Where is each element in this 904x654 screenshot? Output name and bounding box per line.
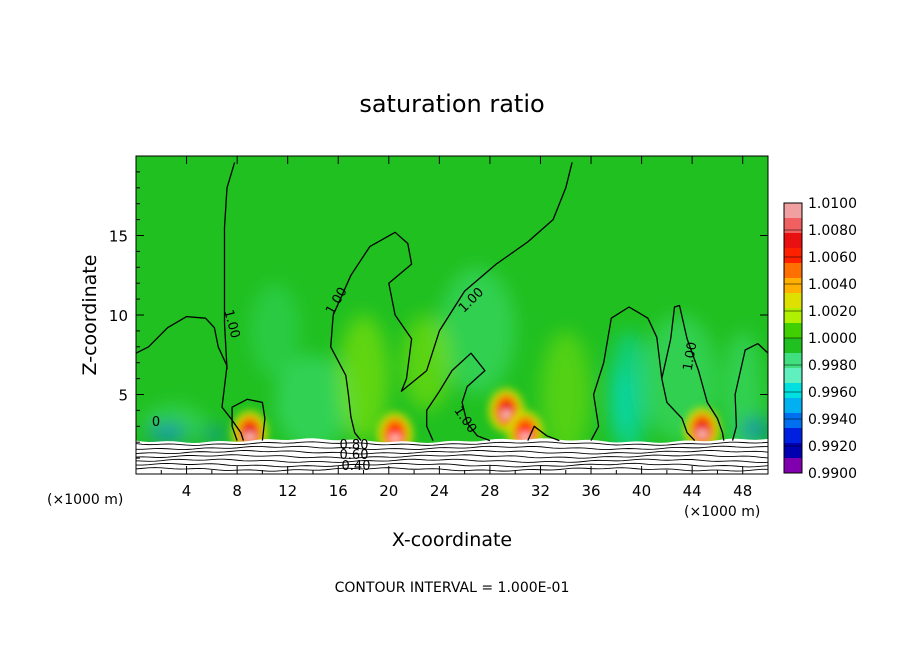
x-tick-label: 28 xyxy=(480,482,499,500)
contour-line xyxy=(231,398,266,441)
field-wash xyxy=(275,354,351,451)
colorbar-swatch xyxy=(784,248,802,264)
contour-line xyxy=(330,314,362,442)
field-wash xyxy=(740,416,768,443)
y-axis-label: Z-coordinate xyxy=(79,255,101,376)
terrain-contour xyxy=(136,449,768,455)
colorbar-tick-label: 1.0040 xyxy=(808,277,857,293)
colorbar-swatch xyxy=(784,368,802,384)
x-tick-label: 12 xyxy=(278,482,297,500)
colorbar-tick-label: 0.9960 xyxy=(808,385,857,401)
colorbar-swatch xyxy=(784,293,802,309)
colorbar-swatch xyxy=(784,338,802,354)
x-axis-ticks: 4 8 12 16 20 24 28 32 36 40 44 48 xyxy=(160,156,752,500)
y-tick-label: 10 xyxy=(109,307,128,325)
y-tick-label: 5 xyxy=(118,387,128,405)
x-tick-label: 36 xyxy=(581,482,600,500)
contour-line xyxy=(661,304,725,441)
y-tick-label: 15 xyxy=(109,228,128,246)
contour-label: 1.00 xyxy=(220,308,242,340)
x-tick-label: 48 xyxy=(733,482,752,500)
x-tick-label: 16 xyxy=(329,482,348,500)
contour-label: 0 xyxy=(152,415,160,430)
terrain-contour xyxy=(136,462,768,468)
terrain-contour xyxy=(136,441,768,446)
colorbar-swatch xyxy=(784,233,802,249)
contour-label: 1.00 xyxy=(681,341,701,372)
colorbar-swatch xyxy=(784,308,802,324)
colorbar-tick-label: 0.9920 xyxy=(808,439,857,455)
terrain-contour xyxy=(136,467,768,472)
terrain xyxy=(136,438,768,474)
terrain-contour xyxy=(136,454,768,459)
hot-spot xyxy=(684,407,721,452)
x-tick-label: 8 xyxy=(232,482,242,500)
x-tick-label: 4 xyxy=(182,482,192,500)
colorbar-swatch xyxy=(784,353,802,369)
field-wash xyxy=(439,267,516,395)
field-wash xyxy=(612,367,633,438)
x-tick-label: 40 xyxy=(632,482,651,500)
colorbar-tick-label: 1.0000 xyxy=(808,331,857,347)
contour-lines xyxy=(136,162,768,442)
x-unit-label-right: (×1000 m) xyxy=(684,504,760,520)
contour-line xyxy=(332,162,573,392)
x-unit-label: (×1000 m) xyxy=(47,492,123,508)
colorbar-tick-label: 0.9980 xyxy=(808,358,857,374)
field-wash xyxy=(147,423,188,443)
field-wash xyxy=(540,330,592,459)
colorbar: 1.0100 1.0080 1.0060 1.0040 1.0020 1.0000 0.99… xyxy=(783,196,857,482)
contour-label: 0.60 xyxy=(340,448,369,463)
colorbar-swatch xyxy=(784,263,802,279)
contour-line xyxy=(590,306,696,442)
colorbar-tick-label: 1.0020 xyxy=(808,304,857,320)
terrain-contour xyxy=(136,458,768,463)
x-axis-label: X-coordinate xyxy=(392,529,512,551)
contour-interval-note: CONTOUR INTERVAL = 1.000E-01 xyxy=(335,580,570,596)
colorbar-swatch xyxy=(784,413,802,429)
colorbar-swatch xyxy=(784,458,802,474)
colorbar-tick-label: 1.0080 xyxy=(808,223,857,239)
x-tick-label: 24 xyxy=(430,482,449,500)
colorbar-swatch xyxy=(784,203,802,219)
colorbar-swatch xyxy=(784,218,802,234)
y-axis-ticks: 5 10 15 xyxy=(109,171,768,459)
x-tick-label: 44 xyxy=(683,482,702,500)
contour-line xyxy=(527,425,560,442)
colorbar-swatch xyxy=(784,428,802,444)
field-wash xyxy=(338,315,389,443)
field-wash xyxy=(249,283,301,379)
colorbar-tick-label: 1.0060 xyxy=(808,250,857,266)
colorbar-swatch xyxy=(784,383,802,399)
field-wash xyxy=(401,315,452,411)
plot-field xyxy=(136,156,768,474)
colorbar-tick-label: 0.9940 xyxy=(808,412,857,428)
x-tick-label: 32 xyxy=(531,482,550,500)
contour-label: 0.80 xyxy=(340,438,369,453)
contour-line xyxy=(731,342,768,441)
field-wash xyxy=(202,426,226,443)
x-tick-label: 20 xyxy=(379,482,398,500)
colorbar-tick-label: 1.0100 xyxy=(808,196,857,212)
colorbar-swatch xyxy=(784,443,802,459)
contour-line xyxy=(426,352,491,442)
contour-line xyxy=(223,162,236,370)
colorbar-tick-label: 0.9900 xyxy=(808,466,857,482)
colorbar-swatch xyxy=(784,398,802,414)
colorbar-swatch xyxy=(784,323,802,339)
terrain-contour xyxy=(136,445,768,451)
chart-title: saturation ratio xyxy=(359,90,544,118)
contour-line xyxy=(136,315,245,441)
colorbar-swatch xyxy=(784,278,802,294)
contour-label: 0.40 xyxy=(342,459,371,474)
